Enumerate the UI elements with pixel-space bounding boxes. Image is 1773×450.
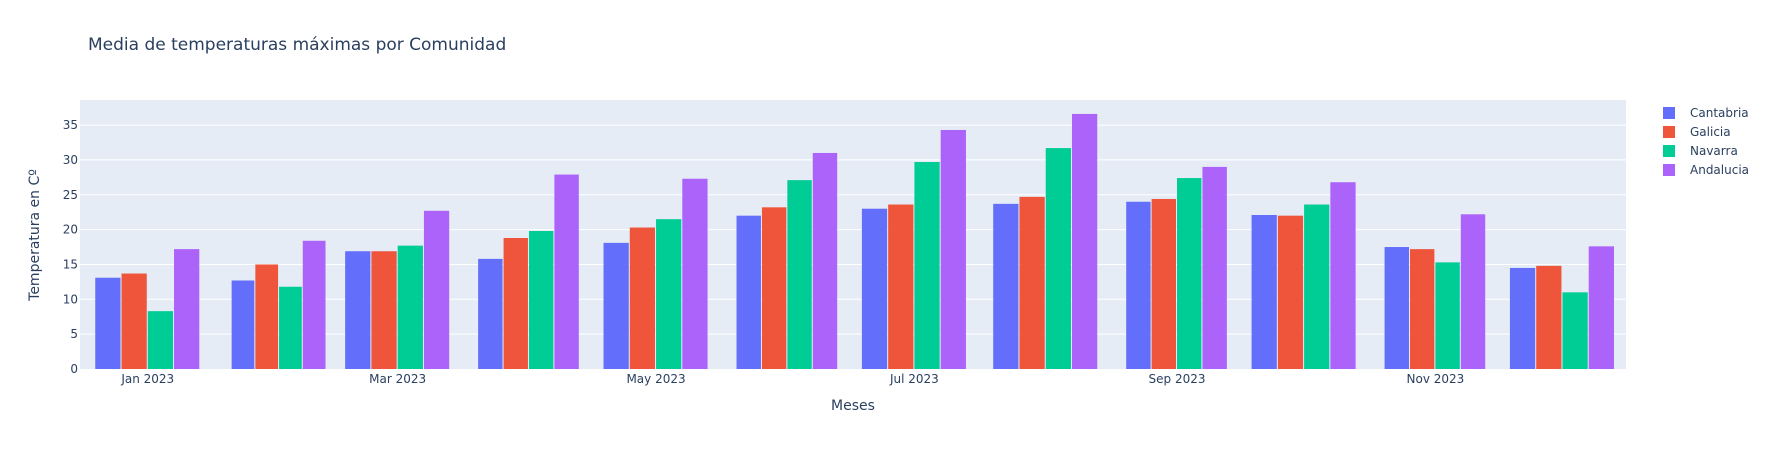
bar-cantabria-2023-09	[1126, 201, 1151, 369]
x-tick-label: Jan 2023	[120, 372, 174, 386]
y-tick-label: 15	[63, 257, 78, 271]
bar-galicia-2023-09	[1151, 198, 1177, 369]
legend-item-cantabria[interactable]: Cantabria	[1663, 106, 1749, 120]
bar-navarra-2023-11	[1435, 262, 1460, 369]
chart-title: Media de temperaturas máximas por Comuni…	[88, 35, 506, 55]
bar-navarra-2023-06	[787, 180, 812, 369]
bar-navarra-2023-01	[147, 311, 174, 369]
bar-navarra-2023-12	[1562, 292, 1588, 369]
bar-cantabria-2023-04	[478, 258, 503, 369]
x-axis-title: Meses	[831, 398, 875, 414]
bar-andalucia-2023-08	[1071, 113, 1098, 369]
bar-galicia-2023-05	[629, 227, 656, 369]
bar-andalucia-2023-12	[1588, 246, 1614, 369]
bar-galicia-2023-02	[255, 264, 279, 369]
grid-lines	[80, 124, 1626, 335]
y-tick-label: 25	[63, 188, 78, 202]
bar-navarra-2023-04	[528, 231, 554, 369]
y-tick-label: 20	[63, 223, 78, 237]
bar-cantabria-2023-08	[993, 203, 1019, 369]
legend-label: Andalucia	[1690, 163, 1749, 177]
bar-andalucia-2023-01	[174, 249, 200, 369]
bar-cantabria-2023-11	[1384, 247, 1409, 369]
bar-cantabria-2023-02	[231, 280, 255, 369]
y-tick-label: 30	[63, 153, 78, 167]
bar-galicia-2023-03	[371, 251, 397, 369]
bar-andalucia-2023-06	[812, 152, 838, 369]
x-axis-ticks: Jan 2023 Mar 2023 May 2023 Jul 2023 Sep 2023…	[120, 372, 1464, 386]
bar-navarra-2023-09	[1177, 178, 1202, 369]
bar-galicia-2023-11	[1409, 249, 1435, 369]
bar-galicia-2023-04	[503, 237, 528, 369]
y-tick-label: 0	[70, 362, 78, 376]
x-tick-label: May 2023	[626, 372, 685, 386]
bar-cantabria-2023-05	[603, 242, 629, 369]
bar-andalucia-2023-02	[302, 240, 326, 369]
legend-swatch	[1663, 126, 1675, 138]
bar-andalucia-2023-04	[554, 174, 579, 369]
legend-swatch	[1663, 107, 1675, 119]
plot-area	[80, 100, 1626, 369]
bar-cantabria-2023-06	[736, 215, 761, 369]
y-tick-label: 10	[63, 292, 78, 306]
legend-swatch	[1663, 145, 1675, 157]
bar-galicia-2023-12	[1536, 265, 1562, 369]
bar-andalucia-2023-05	[682, 178, 708, 369]
bar-galicia-2023-10	[1277, 215, 1304, 369]
y-axis-ticks: 0 5 10 15 20 25 30 35	[63, 118, 78, 376]
legend-label: Cantabria	[1690, 106, 1749, 120]
legend-swatch	[1663, 164, 1675, 176]
legend-label: Galicia	[1690, 125, 1731, 139]
x-tick-label: Jul 2023	[889, 372, 939, 386]
bar-cantabria-2023-10	[1251, 214, 1277, 369]
legend-item-navarra[interactable]: Navarra	[1663, 144, 1738, 158]
y-tick-label: 35	[63, 118, 78, 132]
bar-galicia-2023-07	[888, 204, 914, 369]
bar-navarra-2023-07	[914, 162, 940, 369]
bar-andalucia-2023-11	[1460, 214, 1486, 369]
bars	[95, 113, 1614, 369]
legend-label: Navarra	[1690, 144, 1738, 158]
bar-andalucia-2023-07	[940, 129, 966, 369]
bar-cantabria-2023-03	[345, 251, 371, 369]
x-tick-label: Nov 2023	[1407, 372, 1465, 386]
bar-cantabria-2023-01	[95, 277, 121, 369]
bar-navarra-2023-08	[1045, 148, 1071, 369]
legend-item-andalucia[interactable]: Andalucia	[1663, 163, 1749, 177]
bar-galicia-2023-01	[121, 273, 147, 369]
legend: Cantabria Galicia Navarra Andalucia	[1663, 106, 1749, 177]
bar-galicia-2023-06	[761, 207, 787, 369]
bar-navarra-2023-02	[279, 286, 302, 369]
bar-navarra-2023-03	[397, 245, 423, 369]
bar-navarra-2023-05	[656, 219, 682, 369]
x-tick-label: Sep 2023	[1149, 372, 1206, 386]
bar-galicia-2023-08	[1019, 196, 1045, 369]
bar-andalucia-2023-10	[1330, 182, 1356, 369]
y-axis-title: Temperatura en Cº	[27, 169, 43, 302]
legend-item-galicia[interactable]: Galicia	[1663, 125, 1731, 139]
bar-cantabria-2023-07	[861, 208, 888, 369]
bar-navarra-2023-10	[1304, 204, 1330, 369]
bar-cantabria-2023-12	[1509, 267, 1536, 369]
bar-andalucia-2023-03	[423, 210, 450, 369]
x-tick-label: Mar 2023	[369, 372, 426, 386]
y-tick-label: 5	[70, 327, 78, 341]
bar-andalucia-2023-09	[1202, 166, 1227, 369]
